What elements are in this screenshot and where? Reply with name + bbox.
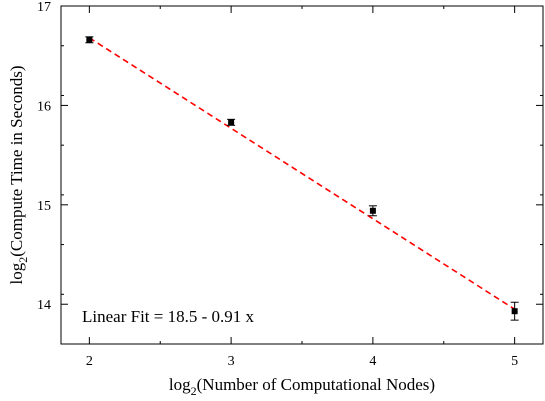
y-axis-label: log2(Compute Time in Seconds) <box>7 66 30 285</box>
fit-layer <box>88 37 516 310</box>
data-point <box>227 118 236 126</box>
x-tick-label: 3 <box>228 354 235 369</box>
y-tick-label: 15 <box>37 199 51 214</box>
axis-ticks: 2 3 4 5 14 15 16 17 <box>37 0 543 369</box>
data-point <box>368 205 377 217</box>
plot-frame <box>60 5 544 345</box>
point-marker <box>369 207 376 214</box>
x-axis-label: log2(Number of Computational Nodes) <box>169 375 435 398</box>
point-marker <box>86 36 93 43</box>
y-tick-label: 14 <box>37 298 51 313</box>
y-tick-label: 16 <box>37 99 51 114</box>
data-point <box>85 36 94 44</box>
x-axis-label-prefix: log <box>169 375 191 394</box>
point-marker <box>228 119 235 126</box>
x-tick-label: 4 <box>369 354 376 369</box>
point-marker <box>511 308 518 315</box>
fit-line <box>88 37 516 310</box>
y-tick-label: 17 <box>37 0 51 15</box>
x-axis-label-subscript: 2 <box>191 384 197 398</box>
y-axis-label-subscript: 2 <box>16 257 30 263</box>
fit-annotation: Linear Fit = 18.5 - 0.91 x <box>82 307 255 326</box>
x-axis-label-rest: (Number of Computational Nodes) <box>197 375 435 394</box>
points-layer <box>85 36 519 321</box>
y-axis-label-rest: (Compute Time in Seconds) <box>7 66 26 257</box>
y-axis-label-prefix: log <box>7 262 26 284</box>
x-tick-label: 5 <box>511 354 518 369</box>
x-tick-label: 2 <box>86 354 93 369</box>
data-point <box>510 301 519 321</box>
